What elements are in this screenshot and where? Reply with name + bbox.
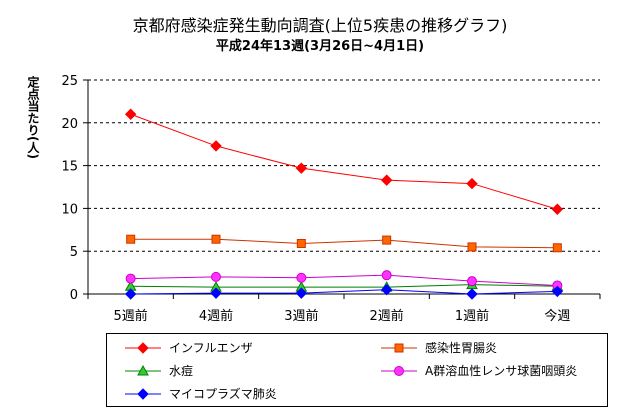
legend-swatch <box>381 366 417 376</box>
x-tick-label: 5週前 <box>114 308 148 324</box>
data-point-series-2 <box>126 234 136 244</box>
legend-swatch <box>381 343 417 353</box>
data-point-series-4 <box>211 271 221 282</box>
legend-swatch <box>125 342 161 354</box>
legend-label: インフルエンザ <box>169 341 253 355</box>
legend-marker <box>137 342 149 354</box>
legend-item: 水痘 <box>123 362 353 380</box>
y-tick-label: 20 <box>61 117 78 132</box>
data-point-series-5 <box>295 287 308 299</box>
data-point-series-1 <box>210 140 222 152</box>
data-point-series-5 <box>380 284 393 296</box>
legend-marker <box>137 388 149 400</box>
series-line-1 <box>130 113 558 210</box>
chart-subtitle: 平成24年13週(3月26日~4月1日) <box>215 39 425 54</box>
y-tick-label: 10 <box>61 202 78 217</box>
series-line-2 <box>130 238 558 249</box>
data-point-series-5 <box>551 285 564 298</box>
data-point-series-5 <box>466 288 478 300</box>
legend-item: A群溶血性レンサ球菌咽頭炎 <box>379 362 609 380</box>
x-tick-label: 4週前 <box>199 308 233 324</box>
legend-marker <box>394 343 404 353</box>
x-tick-label: 2週前 <box>370 308 404 324</box>
data-point-series-5 <box>124 288 137 300</box>
legend-label: A群溶血性レンサ球菌咽頭炎 <box>425 364 578 378</box>
y-tick-label: 25 <box>61 74 78 89</box>
legend-swatch <box>125 364 161 376</box>
plot-area: 0 5 10 15 20 25 5週前 4週前 3週前 2週前 1週前 今週 <box>61 74 601 324</box>
data-point-series-2 <box>296 238 306 248</box>
data-point-series-4 <box>467 276 477 287</box>
data-point-series-5 <box>210 287 222 299</box>
legend-label: マイコプラズマ肺炎 <box>169 387 277 401</box>
y-tick-label: 5 <box>70 245 78 260</box>
x-tick-label: 今週 <box>544 308 570 324</box>
legend-marker <box>394 366 404 376</box>
series-line-4 <box>130 274 558 286</box>
data-point-series-1 <box>295 162 308 174</box>
legend-item: 感染性胃腸炎 <box>379 339 609 357</box>
data-point-series-2 <box>552 243 562 253</box>
chart-title: 京都府感染症発生動向調査(上位5疾患の推移グラフ) <box>132 16 508 35</box>
data-point-series-2 <box>382 235 392 245</box>
legend-label: 水痘 <box>169 364 194 378</box>
legend-marker <box>137 364 149 376</box>
legend-label: 感染性胃腸炎 <box>425 341 498 355</box>
data-point-series-4 <box>381 270 392 281</box>
legend: インフルエンザ 感染性胃腸炎水痘 A群溶血性レンサ球菌咽頭炎マイコプラズマ肺炎 <box>106 333 608 407</box>
series-line-3 <box>130 284 558 288</box>
data-point-series-2 <box>211 234 221 244</box>
y-tick-label: 15 <box>61 160 78 175</box>
data-point-series-1 <box>551 203 564 215</box>
x-tick-label: 1週前 <box>455 308 489 324</box>
data-point-series-1 <box>124 108 137 120</box>
data-point-series-1 <box>380 174 393 186</box>
data-point-series-2 <box>467 242 477 252</box>
y-tick-label: 0 <box>70 288 78 303</box>
legend-swatch <box>125 388 161 400</box>
x-tick-label: 3週前 <box>284 308 318 324</box>
data-point-series-4 <box>125 273 136 284</box>
legend-item: インフルエンザ <box>123 339 353 357</box>
series-line-5 <box>130 289 558 295</box>
legend-item: マイコプラズマ肺炎 <box>123 385 353 403</box>
y-axis-label: 定点当たり(人) <box>26 76 40 159</box>
data-point-series-4 <box>296 272 307 283</box>
data-point-series-1 <box>466 177 478 190</box>
